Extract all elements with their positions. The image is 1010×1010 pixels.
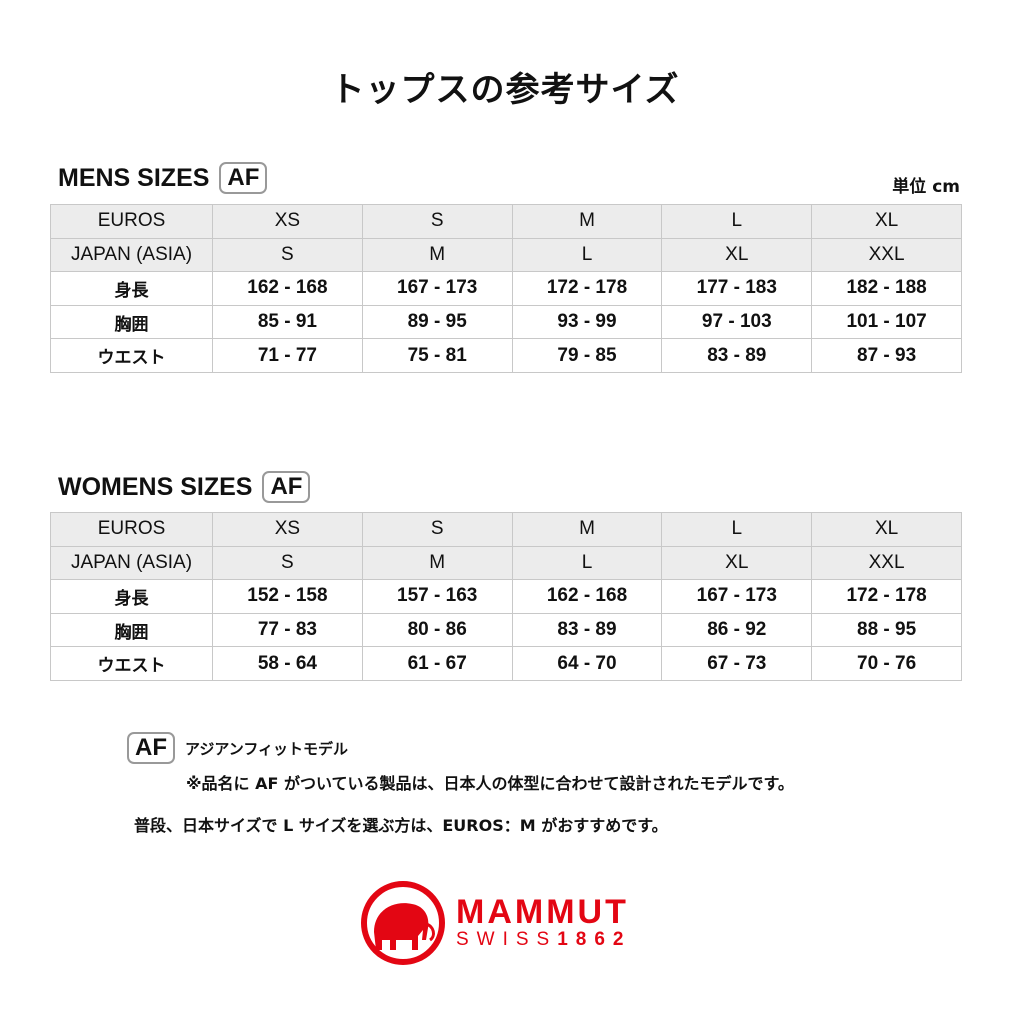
table-row: EUROS XS S M L XL <box>50 512 962 547</box>
table-cell: 172 - 178 <box>811 579 962 614</box>
table-row: 身長 152 - 158 157 - 163 162 - 168 167 - 173 17… <box>50 579 962 614</box>
mens-size-table: EUROS XS S M L XL JAPAN (ASIA) S M L XL XXL 身長 162 - … <box>50 204 962 373</box>
table-cell: M <box>361 545 513 581</box>
table-cell: XL <box>811 512 962 547</box>
table-cell: L <box>511 237 663 273</box>
table-cell: XXL <box>811 545 962 581</box>
af-badge: AF <box>262 471 311 503</box>
table-cell: 86 - 92 <box>661 612 813 648</box>
table-cell: XXL <box>811 237 962 273</box>
row-label: 身長 <box>50 579 213 614</box>
table-cell: 101 - 107 <box>811 304 962 340</box>
mens-section-title: MENS SIZES AF <box>58 162 268 194</box>
table-cell: 162 - 168 <box>511 579 663 614</box>
table-cell: 93 - 99 <box>511 304 663 340</box>
row-label: 胸囲 <box>50 304 213 340</box>
table-cell: 75 - 81 <box>361 338 513 373</box>
row-label: EUROS <box>50 512 213 547</box>
table-row: JAPAN (ASIA) S M L XL XXL <box>50 545 962 581</box>
brand-sub: SWISS <box>456 929 558 950</box>
table-cell: 71 - 77 <box>212 338 363 373</box>
table-cell: 83 - 89 <box>661 338 813 373</box>
table-cell: 152 - 158 <box>212 579 363 614</box>
mammut-logo: MAMMUT SWISS1862 <box>360 880 632 966</box>
table-row: JAPAN (ASIA) S M L XL XXL <box>50 237 962 273</box>
table-cell: 167 - 173 <box>661 579 813 614</box>
womens-size-table: EUROS XS S M L XL JAPAN (ASIA) S M L XL XXL 身長 152 - … <box>50 512 962 681</box>
table-cell: 80 - 86 <box>361 612 513 648</box>
row-label: EUROS <box>50 204 213 239</box>
brand-year: 1862 <box>557 929 632 950</box>
table-cell: 61 - 67 <box>361 646 513 681</box>
table-cell: 87 - 93 <box>811 338 962 373</box>
table-cell: 157 - 163 <box>361 579 513 614</box>
brand-name: MAMMUT <box>456 893 629 931</box>
table-cell: XL <box>661 237 813 273</box>
table-cell: 64 - 70 <box>511 646 663 681</box>
table-cell: M <box>511 512 663 547</box>
table-cell: 172 - 178 <box>511 271 663 306</box>
table-cell: S <box>361 512 513 547</box>
table-cell: XL <box>661 545 813 581</box>
table-cell: XS <box>212 204 363 239</box>
mens-title: MENS SIZES <box>58 163 210 192</box>
af-legend: AF アジアンフィットモデル <box>127 732 348 764</box>
table-cell: M <box>361 237 513 273</box>
table-cell: 79 - 85 <box>511 338 663 373</box>
table-cell: 70 - 76 <box>811 646 962 681</box>
page-title: トップスの参考サイズ <box>330 70 680 110</box>
table-cell: L <box>661 204 813 239</box>
table-row: 胸囲 85 - 91 89 - 95 93 - 99 97 - 103 101 - 107 <box>50 304 962 340</box>
mammoth-icon <box>361 881 445 965</box>
table-row: EUROS XS S M L XL <box>50 204 962 239</box>
table-cell: S <box>212 545 363 581</box>
table-cell: 83 - 89 <box>511 612 663 648</box>
table-cell: S <box>361 204 513 239</box>
table-cell: S <box>212 237 363 273</box>
table-cell: L <box>661 512 813 547</box>
table-cell: 77 - 83 <box>212 612 363 648</box>
af-label: アジアンフィットモデル <box>185 739 349 758</box>
table-cell: 182 - 188 <box>811 271 962 306</box>
row-label: JAPAN (ASIA) <box>50 237 213 273</box>
af-badge: AF <box>219 162 268 194</box>
table-row: 身長 162 - 168 167 - 173 172 - 178 177 - 183 18… <box>50 271 962 306</box>
af-badge: AF <box>127 732 175 764</box>
table-cell: L <box>511 545 663 581</box>
table-cell: 97 - 103 <box>661 304 813 340</box>
table-cell: 88 - 95 <box>811 612 962 648</box>
row-label: ウエスト <box>50 646 213 681</box>
table-cell: 89 - 95 <box>361 304 513 340</box>
womens-section-title: WOMENS SIZES AF <box>58 471 311 503</box>
table-cell: 85 - 91 <box>212 304 363 340</box>
table-cell: 162 - 168 <box>212 271 363 306</box>
size-recommendation: 普段、日本サイズで L サイズを選ぶ方は、EUROS：M がおすすめです。 <box>134 816 668 835</box>
womens-title: WOMENS SIZES <box>58 472 253 501</box>
table-row: ウエスト 71 - 77 75 - 81 79 - 85 83 - 89 87 - 93 <box>50 338 962 373</box>
row-label: JAPAN (ASIA) <box>50 545 213 581</box>
unit-label: 単位 cm <box>892 177 960 197</box>
table-cell: 58 - 64 <box>212 646 363 681</box>
af-description: ※品名に AF がついている製品は、日本人の体型に合わせて設計されたモデルです。 <box>186 774 794 793</box>
table-cell: M <box>511 204 663 239</box>
table-cell: 167 - 173 <box>361 271 513 306</box>
table-row: ウエスト 58 - 64 61 - 67 64 - 70 67 - 73 70 - 76 <box>50 646 962 681</box>
table-cell: 67 - 73 <box>661 646 813 681</box>
table-cell: XL <box>811 204 962 239</box>
row-label: 胸囲 <box>50 612 213 648</box>
table-cell: XS <box>212 512 363 547</box>
row-label: 身長 <box>50 271 213 306</box>
row-label: ウエスト <box>50 338 213 373</box>
table-cell: 177 - 183 <box>661 271 813 306</box>
table-row: 胸囲 77 - 83 80 - 86 83 - 89 86 - 92 88 - 95 <box>50 612 962 648</box>
